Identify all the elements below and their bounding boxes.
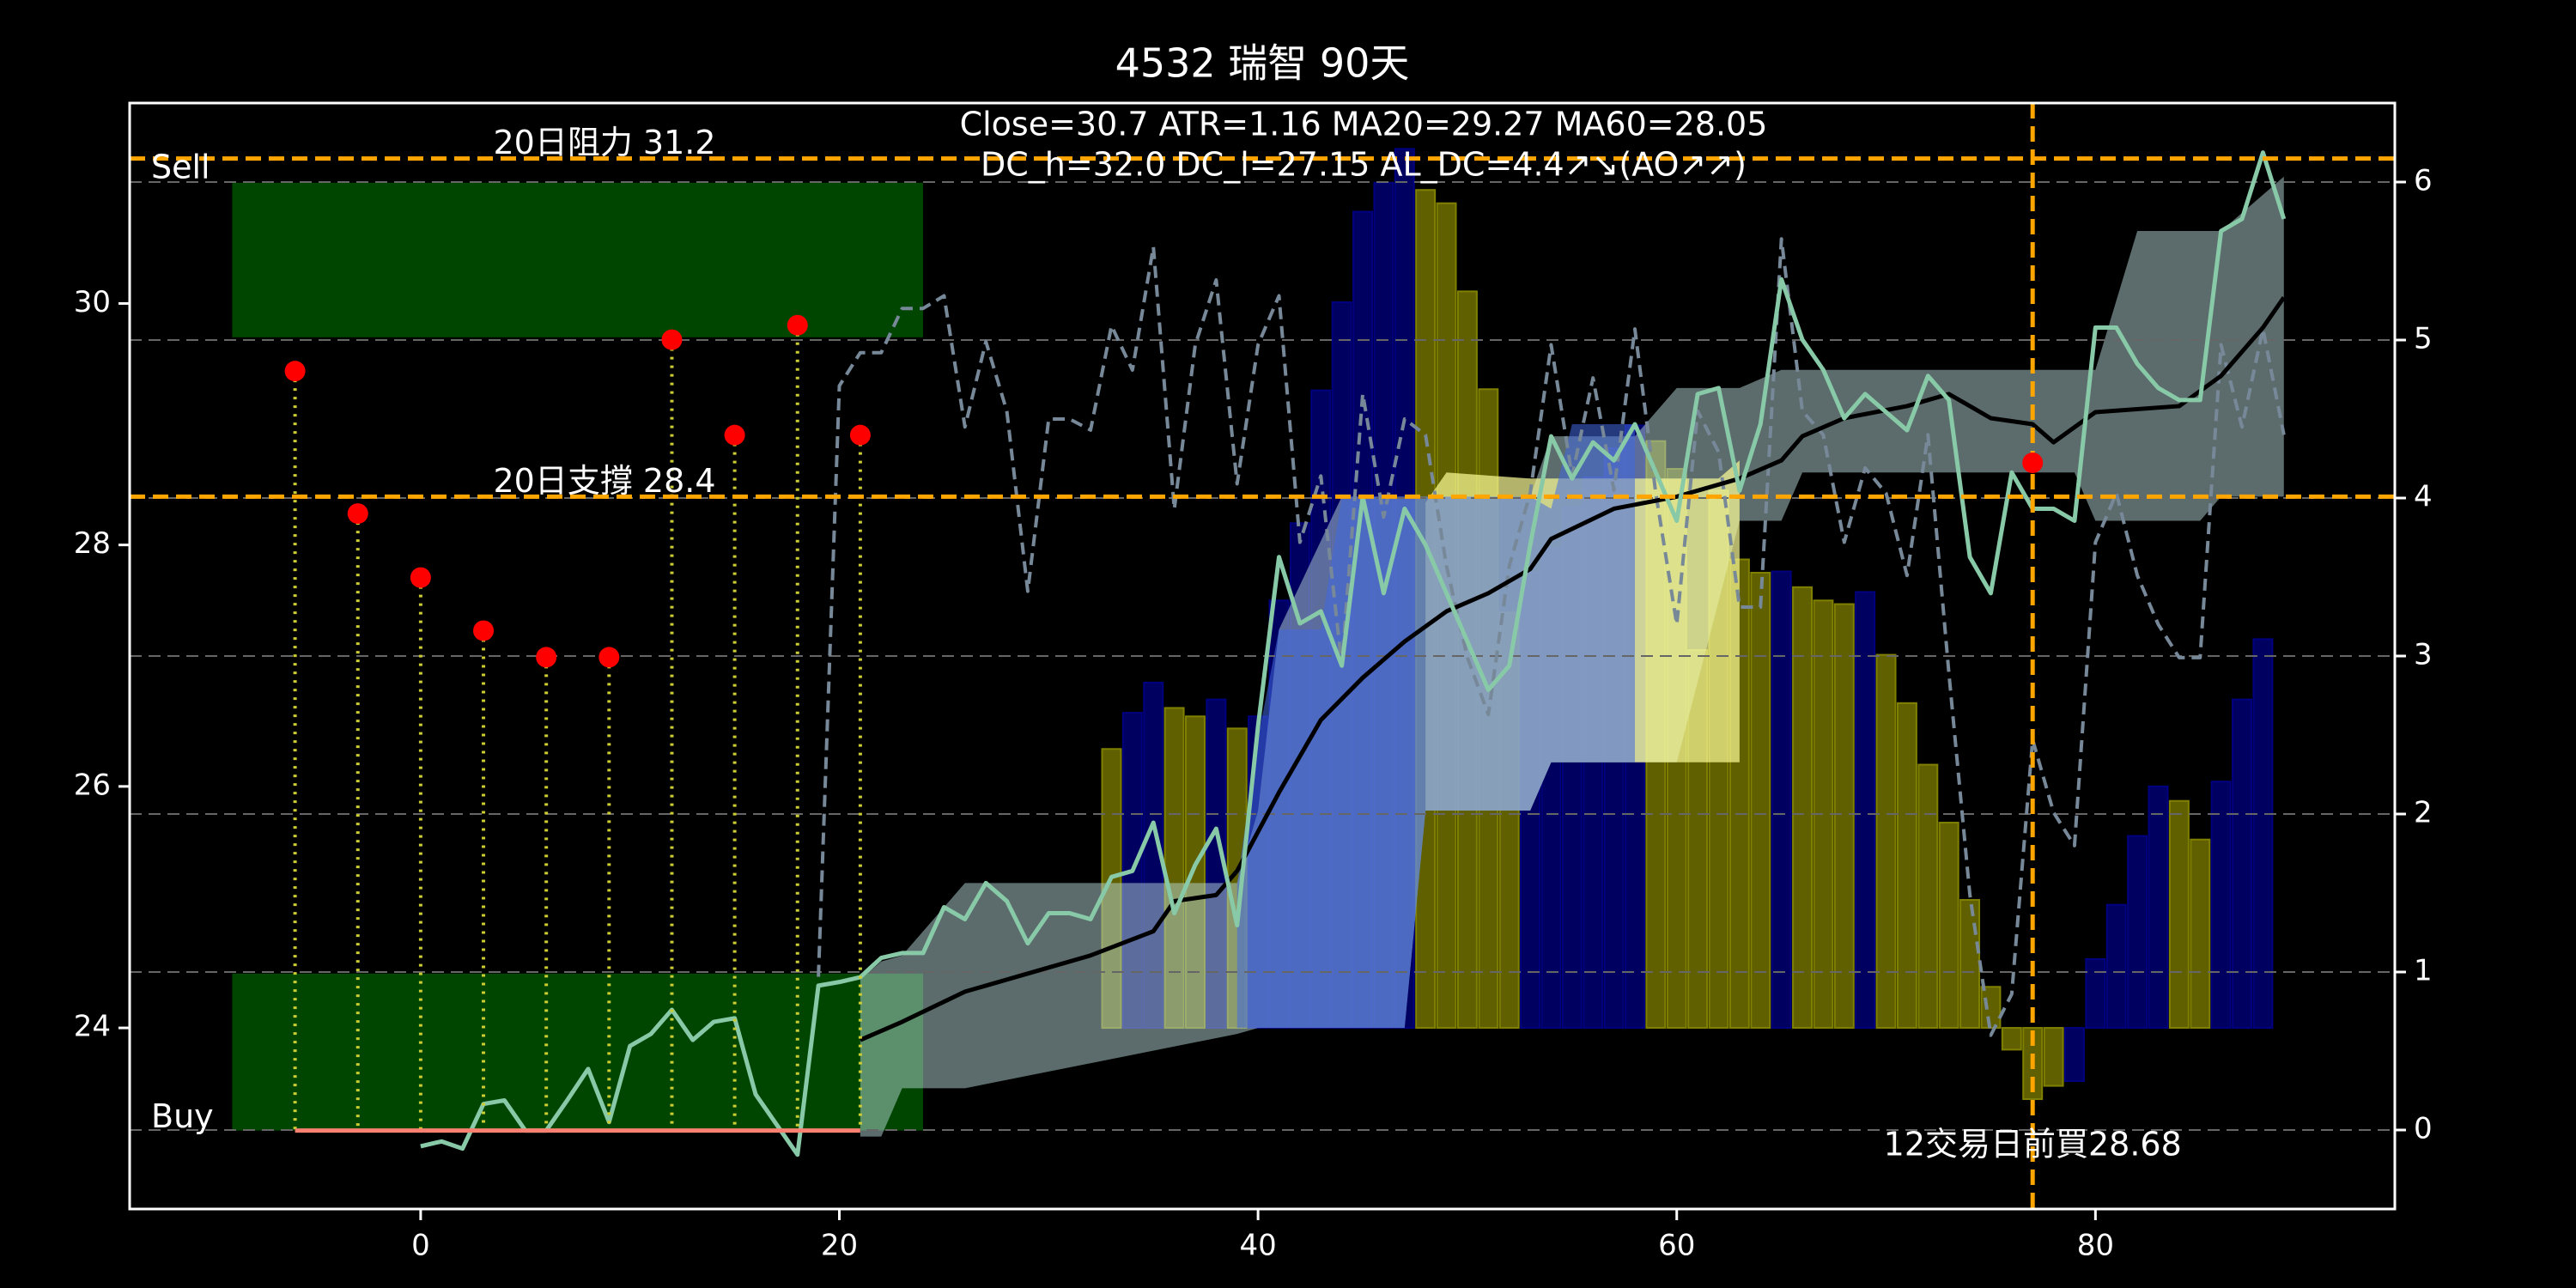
bar [2168, 799, 2190, 1030]
level-label: 20日支撐 28.4 [493, 462, 715, 500]
bar [2043, 1027, 2064, 1087]
y2-tick-label: 5 [2414, 322, 2433, 356]
y-tick-label: 26 [74, 768, 111, 802]
bar [1771, 570, 1792, 1030]
line-series [817, 237, 2286, 1037]
zone-label: Sell [151, 148, 210, 185]
bar [1917, 763, 1939, 1030]
y2-tick-label: 1 [2414, 954, 2433, 988]
x-tick-label: 40 [1239, 1229, 1276, 1263]
bar [1833, 603, 1855, 1030]
line-series [859, 295, 2286, 1042]
bar [1959, 899, 1981, 1030]
bar [1855, 591, 1876, 1030]
bar [2001, 1027, 2022, 1051]
y-tick-label: 24 [74, 1010, 111, 1044]
signal-dot [661, 329, 683, 350]
bar [2190, 838, 2211, 1030]
signal-dot [724, 424, 745, 446]
bar [1980, 986, 2002, 1030]
zone-label: Buy [151, 1097, 214, 1135]
bar [1792, 586, 1813, 1030]
overlay: 4532 瑞智 90天 Close=30.7 ATR=1.16 MA20=29.… [74, 40, 2433, 1263]
y-tick-label: 28 [74, 526, 111, 561]
signal-dot [598, 647, 620, 668]
annotation: DC_h=32.0 DC_l=27.15 AL_DC=4.4↗↘(AO↗↗) [981, 146, 1747, 184]
annotation: Close=30.7 ATR=1.16 MA20=29.27 MA60=28.0… [960, 106, 1768, 143]
y2-tick-label: 2 [2414, 796, 2433, 830]
y2-tick-label: 0 [2414, 1112, 2433, 1146]
bar [2085, 957, 2106, 1030]
signal-dot [849, 424, 871, 446]
bar [2127, 835, 2148, 1030]
signal-dot [347, 503, 368, 525]
bar [2210, 781, 2232, 1030]
bar [1875, 653, 1897, 1030]
signal-dot [284, 361, 306, 382]
bar [2105, 903, 2127, 1030]
buy-marker-label: 12交易日前買28.68 [1884, 1126, 2182, 1163]
y2-tick-label: 6 [2414, 164, 2433, 198]
signal-dot [473, 620, 495, 641]
x-tick-label: 80 [2077, 1229, 2114, 1263]
signal-dot [536, 647, 557, 668]
zone [232, 182, 924, 337]
x-tick-label: 20 [821, 1229, 858, 1263]
x-tick-label: 0 [411, 1229, 430, 1263]
zone [232, 973, 924, 1131]
bar [1938, 822, 1959, 1030]
buy-marker [2022, 453, 2044, 474]
y2-tick-label: 4 [2414, 480, 2433, 514]
y2-tick-label: 3 [2414, 638, 2433, 672]
bar [2232, 698, 2252, 1030]
signal-dot [787, 314, 808, 336]
chart-title: 4532 瑞智 90天 [1115, 40, 1410, 87]
signal-dot [410, 567, 431, 588]
bar [1750, 571, 1771, 1030]
x-tick-label: 60 [1658, 1229, 1695, 1263]
bar [2252, 638, 2274, 1030]
bar [2148, 785, 2169, 1030]
bar [2064, 1027, 2085, 1082]
level-label: 20日阻力 31.2 [493, 124, 715, 161]
plot-area [130, 103, 2395, 1209]
line-series [420, 150, 2287, 1157]
bar [1896, 702, 1917, 1030]
y-tick-label: 30 [74, 285, 111, 319]
band [1236, 424, 1635, 1029]
